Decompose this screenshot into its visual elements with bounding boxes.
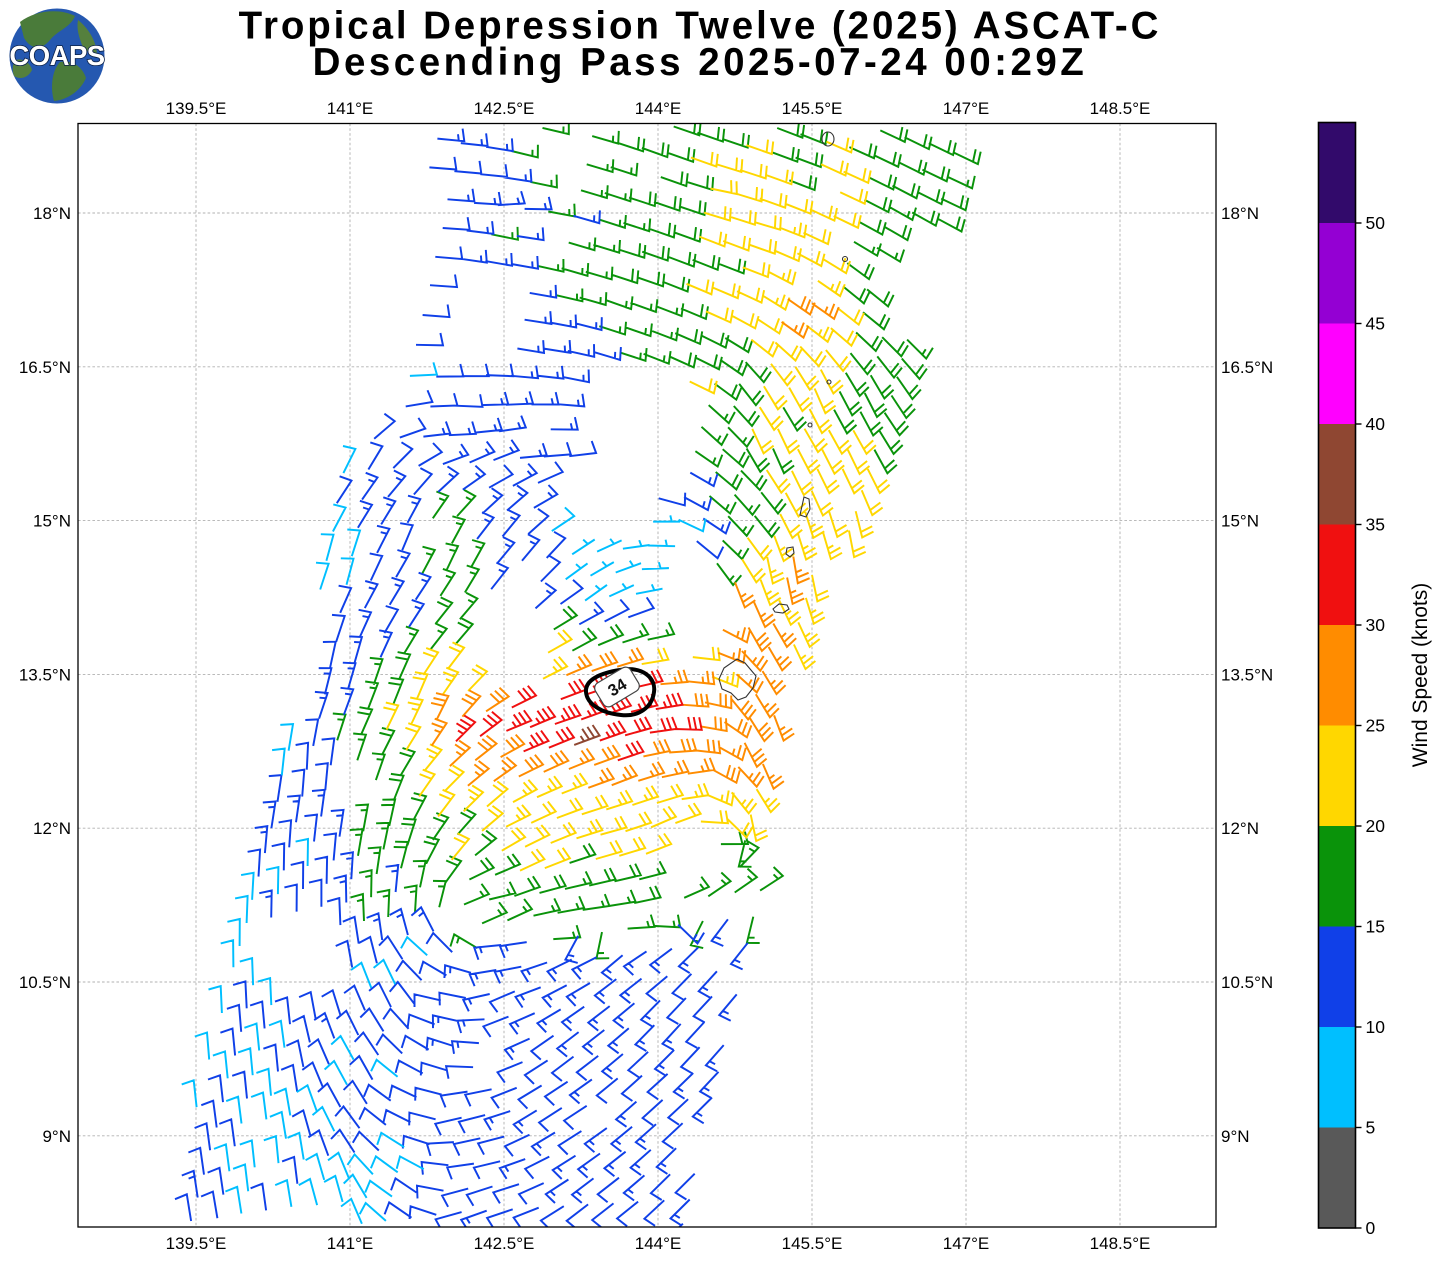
svg-text:144°E: 144°E xyxy=(635,1234,682,1253)
svg-text:147°E: 147°E xyxy=(943,99,990,118)
svg-text:13.5°N: 13.5°N xyxy=(1221,665,1273,684)
svg-text:144°E: 144°E xyxy=(635,99,682,118)
svg-text:Wind Speed (knots): Wind Speed (knots) xyxy=(1409,583,1432,767)
svg-text:145.5°E: 145.5°E xyxy=(782,1234,843,1253)
svg-text:50: 50 xyxy=(1366,213,1386,233)
svg-text:18°N: 18°N xyxy=(33,204,71,223)
svg-text:25: 25 xyxy=(1366,716,1385,736)
svg-text:13.5°N: 13.5°N xyxy=(19,665,71,684)
svg-text:142.5°E: 142.5°E xyxy=(474,99,535,118)
svg-text:COAPS: COAPS xyxy=(9,40,104,71)
svg-text:16.5°N: 16.5°N xyxy=(19,358,71,377)
svg-text:0: 0 xyxy=(1366,1218,1376,1238)
svg-text:147°E: 147°E xyxy=(943,1234,990,1253)
svg-text:Descending Pass 2025-07-24 00:: Descending Pass 2025-07-24 00:29Z xyxy=(313,41,1088,84)
svg-text:40: 40 xyxy=(1366,414,1386,434)
svg-text:9°N: 9°N xyxy=(1221,1127,1250,1146)
svg-text:12°N: 12°N xyxy=(1221,819,1259,838)
svg-text:148.5°E: 148.5°E xyxy=(1090,99,1151,118)
svg-text:139.5°E: 139.5°E xyxy=(166,1234,227,1253)
svg-text:12°N: 12°N xyxy=(33,819,71,838)
svg-text:18°N: 18°N xyxy=(1221,204,1259,223)
svg-text:139.5°E: 139.5°E xyxy=(166,99,227,118)
svg-text:30: 30 xyxy=(1366,615,1386,635)
svg-text:45: 45 xyxy=(1366,314,1385,334)
svg-text:145.5°E: 145.5°E xyxy=(782,99,843,118)
svg-text:Tropical Depression Twelve (20: Tropical Depression Twelve (2025) ASCAT-… xyxy=(239,5,1162,48)
svg-text:16.5°N: 16.5°N xyxy=(1221,358,1273,377)
svg-text:9°N: 9°N xyxy=(42,1127,71,1146)
svg-text:142.5°E: 142.5°E xyxy=(474,1234,535,1253)
svg-text:15: 15 xyxy=(1366,917,1385,937)
svg-text:10.5°N: 10.5°N xyxy=(19,973,71,992)
svg-text:10.5°N: 10.5°N xyxy=(1221,973,1273,992)
svg-text:5: 5 xyxy=(1366,1118,1376,1138)
svg-text:141°E: 141°E xyxy=(327,1234,374,1253)
svg-text:20: 20 xyxy=(1366,816,1386,836)
svg-text:10: 10 xyxy=(1366,1017,1386,1037)
svg-text:141°E: 141°E xyxy=(327,99,374,118)
svg-text:35: 35 xyxy=(1366,515,1385,535)
svg-text:15°N: 15°N xyxy=(33,512,71,531)
svg-text:148.5°E: 148.5°E xyxy=(1090,1234,1151,1253)
svg-text:15°N: 15°N xyxy=(1221,512,1259,531)
